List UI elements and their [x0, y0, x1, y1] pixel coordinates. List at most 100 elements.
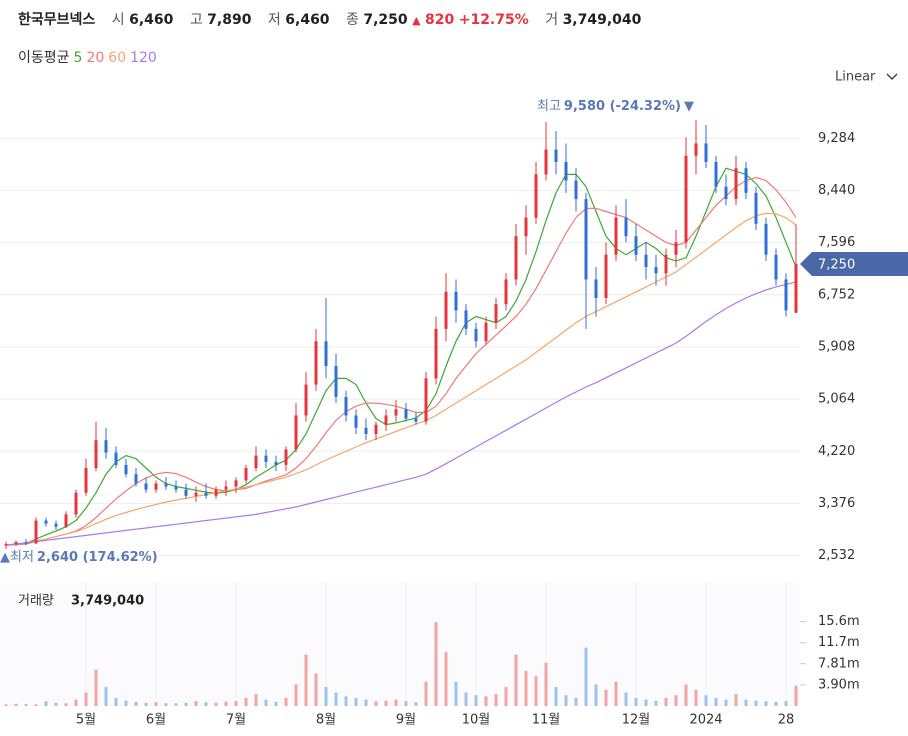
volume-tick-label: 7.81m — [818, 656, 860, 671]
candle-body — [734, 168, 738, 200]
candle-body — [514, 236, 518, 280]
y-tick-label: 7,596 — [818, 235, 855, 250]
candle-body — [694, 143, 698, 156]
candle-body — [244, 468, 248, 481]
volume-bar — [124, 700, 128, 706]
scale-selector[interactable]: Linear — [835, 70, 876, 85]
candle-body — [334, 366, 338, 397]
open-label: 시 — [111, 12, 125, 28]
candle-body — [144, 483, 148, 490]
annotation-label: 최저 — [10, 549, 34, 564]
annotation-text: 9,580 (-24.32%) — [564, 98, 681, 113]
volume-bar — [704, 695, 708, 706]
candle-body — [234, 480, 238, 487]
volume-bar — [794, 685, 798, 706]
candle-body — [154, 483, 158, 490]
y-tick-label: 2,532 — [818, 548, 855, 563]
ma-legend: 이동평균 5 20 60 120 — [18, 47, 157, 67]
volume-bar — [484, 696, 488, 706]
candle-body — [134, 474, 138, 484]
volume-tick-label: 15.6m — [818, 614, 860, 629]
candle-body — [324, 341, 328, 366]
x-tick-label: 9월 — [396, 713, 416, 728]
volume-label: 거 — [545, 12, 559, 28]
ma-line — [5, 212, 797, 546]
candle-body — [54, 523, 58, 527]
candle-body — [404, 409, 408, 419]
candle-body — [594, 279, 598, 298]
volume-bar — [194, 701, 198, 706]
volume-bar — [274, 701, 278, 706]
volume-bar — [724, 699, 728, 706]
candle-body — [64, 514, 68, 527]
candle-body — [284, 449, 288, 465]
y-tick-label: 5,064 — [818, 392, 855, 407]
volume-bar — [44, 701, 48, 706]
candle-body — [184, 489, 188, 496]
candle-body — [224, 486, 228, 490]
volume-bar — [444, 651, 448, 706]
candle-body — [294, 415, 298, 450]
price-tag — [800, 252, 908, 276]
candle-body — [584, 199, 588, 280]
volume-bar — [624, 692, 628, 706]
ma-title: 이동평균 — [18, 50, 70, 66]
y-tick-label: 4,220 — [818, 444, 855, 459]
close-label: 종 — [346, 12, 359, 28]
candle-body — [554, 149, 558, 162]
header: 한국무브넥스 시 6,460 고 7,890 저 6,460 종 7,250 ▲… — [18, 9, 641, 29]
x-tick-label: 8월 — [316, 713, 336, 728]
volume-bar — [784, 701, 788, 706]
volume-bar — [264, 699, 268, 706]
volume-bar — [334, 692, 338, 706]
volume-bar — [384, 700, 388, 706]
volume-bar — [254, 694, 258, 706]
annotation-marker: ▼ — [684, 98, 694, 113]
volume-bar — [564, 695, 568, 706]
change-amount: 820 — [425, 12, 455, 28]
candle-body — [654, 267, 658, 274]
y-tick-label: 5,908 — [818, 339, 855, 354]
volume-bar — [354, 697, 358, 706]
legend-entry: 5 — [73, 50, 83, 66]
candle-body — [574, 180, 578, 200]
candle-body — [104, 440, 108, 453]
candle-body — [784, 279, 788, 311]
annotation-text: 2,640 (174.62%) — [37, 549, 158, 564]
candle-body — [194, 492, 198, 496]
candle-body — [504, 279, 508, 305]
annotation: ▲최저 2,640 (174.62%) — [0, 549, 158, 564]
volume-bar — [24, 704, 28, 706]
stock-name: 한국무브넥스 — [18, 12, 96, 28]
candle-body — [34, 520, 38, 544]
volume-bar — [374, 701, 378, 706]
annotation-label: 최고 — [537, 98, 561, 113]
volume-bar — [294, 684, 298, 706]
price-tag-label: 7,250 — [818, 258, 855, 273]
candle-body — [364, 427, 368, 434]
volume-bar — [84, 692, 88, 706]
candle-body — [794, 264, 798, 313]
candle-body — [544, 149, 548, 175]
candle-body — [264, 455, 268, 462]
open-value: 6,460 — [129, 12, 174, 28]
volume-bar — [634, 697, 638, 706]
volume-bar — [594, 684, 598, 706]
candle-body — [724, 186, 728, 200]
candle-body — [354, 415, 358, 428]
y-tick-label: 3,376 — [818, 496, 855, 511]
volume-bar — [64, 703, 68, 706]
candle-body — [624, 217, 628, 237]
volume-bar — [754, 700, 758, 706]
volume-bar — [104, 687, 108, 706]
volume-bar — [14, 703, 18, 706]
y-tick-label: 8,440 — [818, 183, 855, 198]
candle-body — [394, 409, 398, 416]
volume-value: 3,749,040 — [562, 12, 642, 28]
volume-bar — [134, 701, 138, 706]
volume-bar — [364, 699, 368, 706]
volume-bar — [94, 669, 98, 706]
dropdown-chevron[interactable] — [886, 73, 898, 81]
candle-body — [664, 254, 668, 274]
x-tick-label: 5월 — [76, 713, 96, 728]
